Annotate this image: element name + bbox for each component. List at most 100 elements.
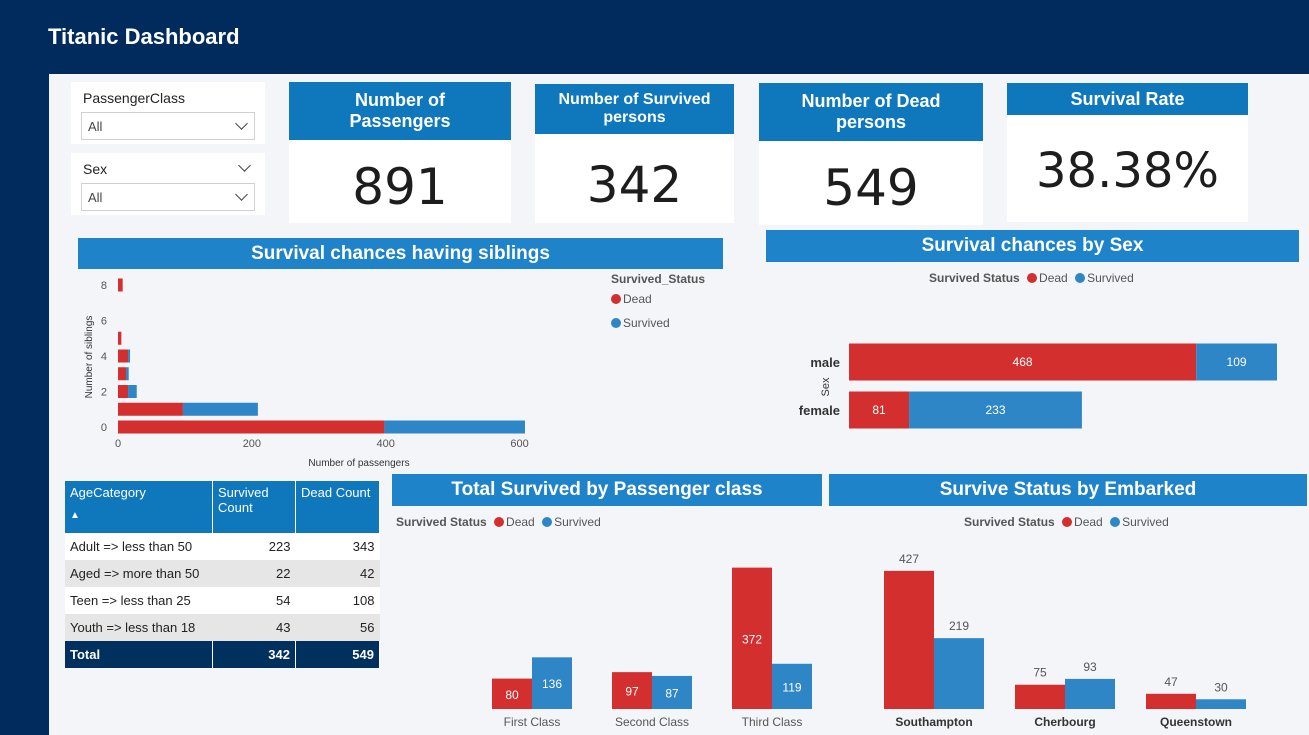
bar-survived-male[interactable]	[1196, 343, 1277, 381]
bar-dead-female[interactable]	[849, 391, 910, 429]
bar-dead-siblings-8[interactable]	[118, 278, 123, 292]
bar-dead-cherbourg[interactable]	[1015, 684, 1065, 709]
cell-survived: 54	[212, 587, 296, 614]
bar-survived-queenstown[interactable]	[1196, 699, 1246, 709]
category-label: First Class	[504, 715, 561, 729]
chevron-down-icon	[235, 117, 248, 130]
data-label: 427	[899, 552, 919, 566]
bar-dead-siblings-0[interactable]	[118, 420, 385, 434]
chevron-down-icon[interactable]	[238, 159, 251, 172]
bar-survived-siblings-1[interactable]	[182, 402, 258, 416]
table-row[interactable]: Aged => more than 50 22 42	[65, 560, 380, 587]
legend-label: Survived	[1122, 515, 1169, 529]
column-header-age-category[interactable]: AgeCategory ▲	[65, 481, 213, 533]
y-axis-label: Sex	[820, 377, 832, 396]
category-label: Cherbourg	[1034, 715, 1095, 729]
dead-dot-icon	[1027, 273, 1038, 283]
pclass-legend: Survived Status Dead Survived	[396, 515, 601, 529]
legend-label: Dead	[506, 515, 535, 529]
sex-chart: 468 109 male 81 233 female Sex	[799, 343, 1277, 429]
y-tick-label: 4	[101, 351, 107, 363]
survived-dot-icon	[611, 318, 621, 328]
legend-item-survived[interactable]: Survived	[538, 515, 601, 529]
bar-dead-third-class[interactable]	[732, 567, 772, 709]
legend-item-survived[interactable]: Survived	[1071, 271, 1134, 285]
bar-survived-siblings-0[interactable]	[384, 420, 525, 434]
kpi-number-of-dead: Number of Dead persons 549	[759, 83, 983, 225]
bar-dead-first-class[interactable]	[492, 678, 532, 709]
legend-label: Survived	[1087, 271, 1134, 285]
legend-label: Dead	[623, 292, 652, 306]
table-header-row: AgeCategory ▲ Survived Count Dead Count	[65, 481, 380, 533]
kpi-label: Number of Passengers	[289, 82, 511, 140]
bar-dead-siblings-1[interactable]	[118, 402, 183, 416]
category-label: Second Class	[615, 715, 689, 729]
table-row[interactable]: Teen => less than 25 54 108	[65, 587, 380, 614]
legend-item-dead[interactable]: Dead	[490, 515, 535, 529]
table-row[interactable]: Youth => less than 18 43 56	[65, 614, 380, 641]
dead-dot-icon	[611, 294, 621, 304]
bar-dead-siblings-2[interactable]	[118, 385, 129, 398]
sex-slicer: Sex All	[71, 153, 265, 215]
table-row[interactable]: Adult => less than 50 223 343	[65, 533, 380, 560]
page-title: Titanic Dashboard	[48, 24, 240, 49]
siblings-chart-title: Survival chances having siblings	[78, 238, 723, 269]
embarked-chart: 427 219 Southampton 75 93 Cherbourg 47 30 Queens…	[884, 552, 1246, 729]
category-label: Queenstown	[1160, 715, 1232, 729]
bar-dead-siblings-5[interactable]	[118, 331, 122, 345]
bar-survived-cherbourg[interactable]	[1065, 678, 1115, 709]
bar-survived-southampton[interactable]	[934, 638, 984, 709]
category-label: Third Class	[742, 715, 803, 729]
embarked-legend: Survived Status Dead Survived	[964, 515, 1169, 529]
bar-survived-siblings-3[interactable]	[126, 367, 129, 381]
bar-dead-siblings-4[interactable]	[118, 349, 129, 363]
kpi-value: 38.38%	[1035, 143, 1220, 199]
legend-item-survived[interactable]: Survived	[1106, 515, 1169, 529]
sort-ascending-icon[interactable]: ▲	[70, 510, 80, 521]
sex-dropdown[interactable]: All	[81, 183, 255, 211]
dropdown-value: All	[88, 190, 103, 205]
bar-survived-third-class[interactable]	[772, 663, 812, 709]
y-tick-label: 0	[101, 422, 107, 434]
kpi-label: Number of Survived persons	[535, 84, 734, 134]
legend-item-dead[interactable]: Dead	[1058, 515, 1103, 529]
bar-survived-second-class[interactable]	[652, 675, 692, 709]
bar-dead-southampton[interactable]	[884, 570, 934, 709]
total-dead: 549	[295, 641, 380, 668]
y-tick-label: 6	[101, 316, 107, 328]
legend-item-survived[interactable]: Survived	[611, 316, 705, 330]
bar-survived-siblings-4[interactable]	[128, 349, 131, 363]
data-label: 80	[505, 688, 519, 702]
data-label: 136	[542, 677, 562, 691]
total-label: Total	[65, 641, 213, 668]
kpi-value: 342	[586, 156, 683, 214]
dead-dot-icon	[1062, 517, 1073, 527]
data-label: 97	[625, 685, 639, 699]
bar-dead-male[interactable]	[849, 343, 1197, 381]
table-total-row: Total 342 549	[65, 641, 380, 668]
data-label: 219	[949, 619, 969, 633]
passenger-class-dropdown[interactable]: All	[81, 112, 255, 140]
embarked-chart-title: Survive Status by Embarked	[829, 474, 1307, 506]
column-header-survived-count[interactable]: Survived Count	[212, 481, 296, 533]
legend-item-dead[interactable]: Dead	[1023, 271, 1068, 285]
bar-dead-second-class[interactable]	[612, 672, 652, 709]
legend-label: Dead	[1074, 515, 1103, 529]
survived-dot-icon	[542, 517, 553, 527]
category-label: male	[810, 355, 840, 370]
cell-dead: 56	[295, 614, 380, 641]
legend-item-dead[interactable]: Dead	[611, 292, 705, 306]
bar-survived-first-class[interactable]	[532, 657, 572, 709]
bar-dead-queenstown[interactable]	[1146, 693, 1196, 709]
data-label: 87	[665, 686, 679, 700]
slicer-label: PassengerClass	[83, 90, 185, 106]
data-label: 372	[742, 632, 762, 646]
x-axis-label: Number of passengers	[308, 458, 409, 469]
pclass-chart-title: Total Survived by Passenger class	[392, 474, 822, 506]
bar-survived-siblings-2[interactable]	[128, 385, 137, 398]
column-header-dead-count[interactable]: Dead Count	[295, 481, 380, 533]
legend-label: Survived	[554, 515, 601, 529]
bar-survived-female[interactable]	[909, 391, 1082, 429]
bar-dead-siblings-3[interactable]	[118, 367, 127, 381]
cell-dead: 108	[295, 587, 380, 614]
